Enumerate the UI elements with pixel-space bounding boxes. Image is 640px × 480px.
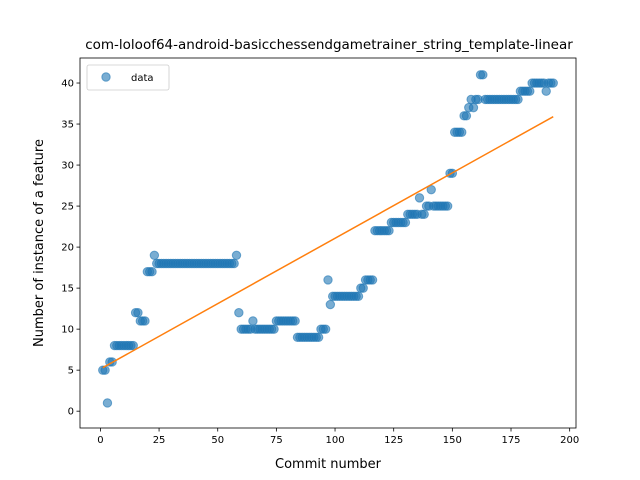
data-points bbox=[98, 70, 558, 408]
data-point bbox=[320, 324, 331, 334]
data-point bbox=[468, 102, 479, 113]
data-point bbox=[384, 225, 394, 236]
data-point bbox=[149, 250, 160, 261]
x-tick-label: 150 bbox=[443, 435, 462, 446]
data-point bbox=[513, 94, 523, 105]
data-point bbox=[548, 78, 558, 88]
x-tick-label: 25 bbox=[153, 435, 166, 446]
data-point bbox=[457, 127, 467, 137]
data-point bbox=[140, 316, 150, 326]
x-axis-label: Commit number bbox=[275, 457, 382, 472]
trend-line-group bbox=[102, 116, 554, 369]
y-tick-label: 15 bbox=[61, 284, 74, 295]
x-tick-label: 125 bbox=[384, 435, 403, 446]
data-point bbox=[478, 70, 488, 80]
y-tick-label: 0 bbox=[68, 407, 74, 418]
data-point bbox=[313, 332, 324, 343]
data-point bbox=[400, 217, 411, 228]
y-tick-label: 40 bbox=[61, 79, 74, 90]
plot-border bbox=[79, 57, 577, 429]
x-tick-label: 175 bbox=[501, 435, 520, 446]
legend-marker bbox=[101, 72, 111, 82]
trend-line bbox=[102, 116, 554, 369]
data-point bbox=[231, 250, 242, 261]
data-point bbox=[133, 308, 143, 318]
data-point bbox=[442, 201, 453, 211]
data-point bbox=[541, 86, 551, 96]
x-tick-label: 100 bbox=[325, 435, 344, 446]
y-tick-label: 5 bbox=[68, 366, 74, 377]
legend: data bbox=[86, 64, 170, 91]
data-point bbox=[414, 193, 425, 203]
y-tick-label: 10 bbox=[61, 325, 74, 336]
data-point bbox=[248, 316, 258, 326]
x-tick-label: 75 bbox=[270, 435, 283, 446]
data-point bbox=[102, 398, 113, 408]
data-point bbox=[353, 291, 364, 302]
x-tick-label: 200 bbox=[560, 435, 579, 446]
data-point bbox=[367, 275, 378, 285]
data-point bbox=[419, 209, 429, 219]
x-tick-label: 50 bbox=[211, 435, 224, 446]
y-tick-label: 20 bbox=[61, 243, 74, 254]
data-point bbox=[358, 283, 368, 293]
axis-ticks: 0 25 50 75 100 125 150 175 200 0 5 10 15 20 25 30 35 40 bbox=[61, 79, 579, 446]
data-point bbox=[147, 267, 157, 277]
y-axis-label: Number of instance of a feature bbox=[32, 139, 47, 347]
legend-box bbox=[86, 64, 170, 91]
data-point bbox=[234, 308, 244, 318]
y-tick-label: 25 bbox=[61, 202, 74, 213]
data-point bbox=[525, 86, 535, 96]
data-point bbox=[269, 324, 279, 334]
data-point bbox=[290, 316, 300, 326]
data-point bbox=[325, 299, 336, 310]
data-point bbox=[323, 275, 333, 285]
legend-label: data bbox=[131, 73, 154, 84]
y-tick-label: 35 bbox=[61, 120, 74, 131]
y-tick-label: 30 bbox=[61, 161, 74, 172]
x-tick-label: 0 bbox=[97, 435, 103, 446]
chart-title: com-loloof64-android-basicchessendgametr… bbox=[85, 37, 573, 53]
data-point bbox=[229, 258, 239, 269]
data-point bbox=[128, 340, 138, 351]
data-point bbox=[461, 111, 472, 121]
